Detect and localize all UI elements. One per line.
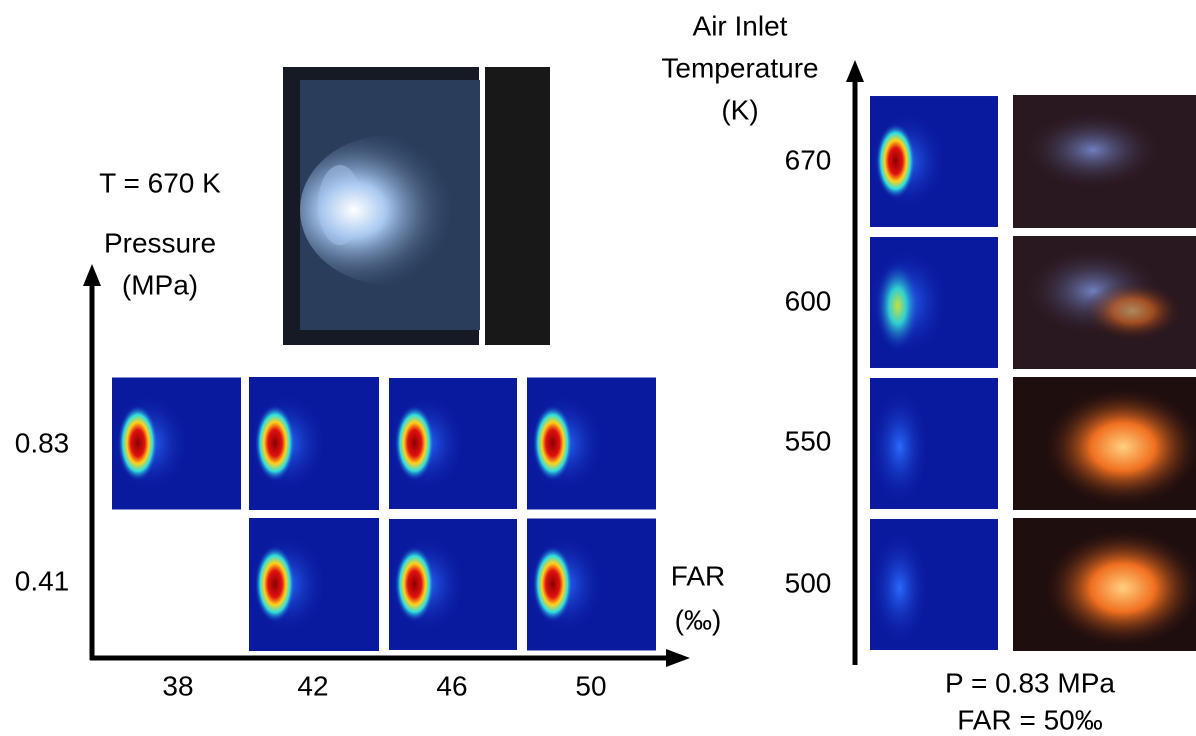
lif-image — [249, 518, 379, 651]
lif-image — [870, 96, 998, 227]
condition-label: FAR = 50‰ — [957, 704, 1103, 735]
arrowhead — [83, 264, 101, 286]
condition-label: T = 670 K — [99, 167, 221, 198]
flame-photo — [1013, 95, 1196, 228]
x-label: 38 — [162, 670, 193, 701]
temperature-grid — [870, 95, 1196, 651]
lif-image — [870, 378, 998, 509]
y-label: 600 — [785, 285, 832, 316]
axis-label: (MPa) — [122, 269, 198, 300]
axis-label: (K) — [721, 94, 758, 125]
x-label: 46 — [436, 670, 467, 701]
axis-label: Pressure — [104, 227, 216, 258]
lif-image — [112, 377, 241, 510]
lif-image — [249, 377, 379, 510]
y-label: 0.83 — [15, 427, 70, 458]
combustor-photo — [283, 67, 550, 345]
flame-photo — [1013, 377, 1196, 510]
y-label: 0.41 — [15, 565, 70, 596]
axis-label: Air Inlet — [693, 10, 788, 41]
arrowhead — [666, 649, 690, 667]
lif-image — [870, 519, 998, 650]
lif-image — [389, 378, 517, 509]
lif-image — [527, 377, 656, 510]
arrowhead — [846, 60, 864, 82]
lif-grid — [112, 377, 656, 651]
condition-label: P = 0.83 MPa — [945, 667, 1115, 698]
y-label: 550 — [785, 425, 832, 456]
axis-label: Temperature — [661, 52, 818, 83]
y-label: 500 — [785, 567, 832, 598]
flame-photo — [1013, 236, 1196, 369]
x-label: 50 — [575, 670, 606, 701]
lif-image — [389, 519, 517, 650]
y-label: 670 — [785, 144, 832, 175]
axis-label: FAR — [671, 560, 725, 591]
flame-photo — [1013, 518, 1196, 651]
x-label: 42 — [297, 670, 328, 701]
lif-image — [527, 518, 656, 651]
axis-label: (‰) — [675, 604, 722, 635]
lif-image — [870, 237, 998, 368]
